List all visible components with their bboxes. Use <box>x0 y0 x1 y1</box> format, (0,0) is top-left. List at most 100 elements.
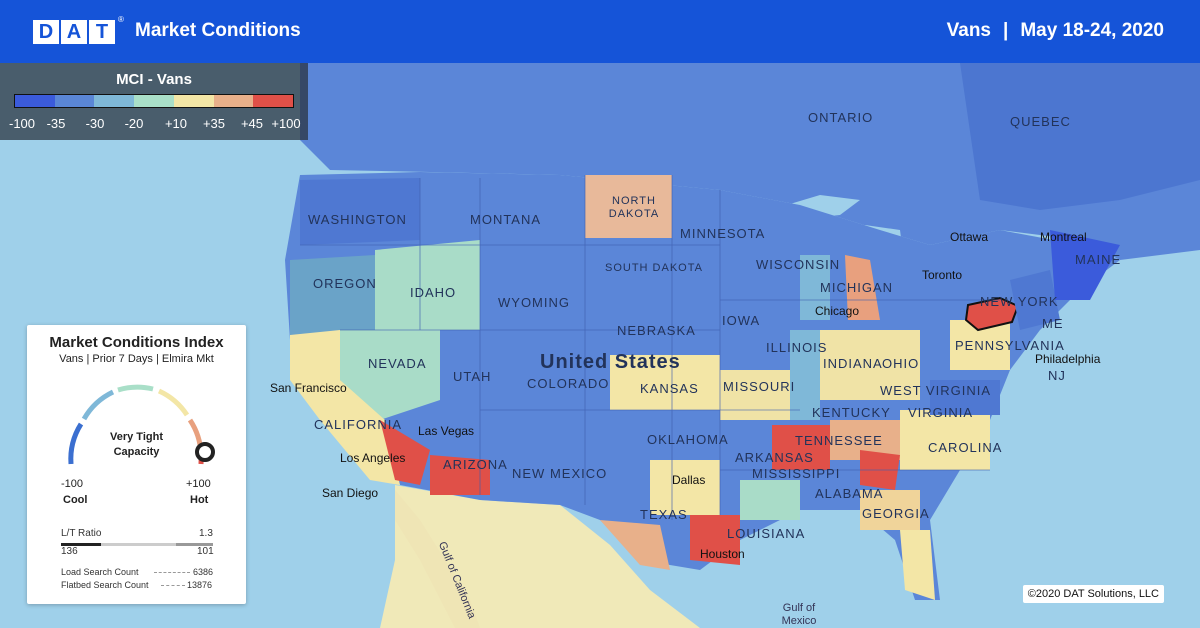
gauge-status-line1: Very Tight <box>110 431 163 443</box>
map-label-new-mexico: NEW MEXICO <box>512 466 608 481</box>
map-label-colorado: COLORADO <box>527 376 610 391</box>
gauge-min-label: Cool <box>63 494 88 506</box>
region-los-angeles <box>380 420 430 485</box>
legend-swatch-2 <box>54 95 95 107</box>
legend-ticks: -100 -35 -30 -20 +10 +35 +45 +100 <box>0 116 308 134</box>
load-search-value: 6386 <box>193 567 214 577</box>
gauge-arc-neutral <box>117 384 154 393</box>
map-label-south-dakota: SOUTH DAKOTA <box>605 262 703 274</box>
city-chicago: Chicago <box>815 304 860 318</box>
canada-east-land <box>960 63 1200 210</box>
region-michigan <box>845 255 880 320</box>
map-label-quebec: QUEBEC <box>1010 114 1071 129</box>
gauge-arc-cool <box>68 422 84 465</box>
map-label-utah: UTAH <box>453 369 492 384</box>
legend-tick-4: -20 <box>124 116 144 131</box>
map-label-louisiana: LOUISIANA <box>727 526 806 541</box>
map-label-nevada: NEVADA <box>368 356 427 371</box>
region-new-york-east <box>1010 270 1060 330</box>
load-search-label: Load Search Count <box>61 567 139 577</box>
map-label-oklahoma: OKLAHOMA <box>647 432 729 447</box>
region-kansas <box>610 355 720 410</box>
map-label-maine: MAINE <box>1075 252 1122 267</box>
map-label-nebraska: NEBRASKA <box>617 323 696 338</box>
map-label-indiana: INDIANA <box>823 356 883 371</box>
legend-tick-8: +100 <box>271 116 301 131</box>
map-label-me: ME <box>1042 316 1064 331</box>
map-label-texas: TEXAS <box>640 507 688 522</box>
ratio-trucks: 101 <box>197 546 214 557</box>
city-los-angeles: Los Angeles <box>340 451 406 465</box>
legend-swatch-3 <box>94 95 135 107</box>
ratio-loads: 136 <box>61 546 78 557</box>
region-texas-west <box>600 520 670 570</box>
state-borders <box>300 175 1000 520</box>
region-washington <box>300 178 420 245</box>
map-label-ohio: OHIO <box>882 356 920 371</box>
legend-tick-7: +45 <box>240 116 264 131</box>
map-label-illinois: ILLINOIS <box>766 340 828 355</box>
city-las-vegas: Las Vegas <box>418 424 475 438</box>
city-houston: Houston <box>700 547 745 561</box>
map-label-wyoming: WYOMING <box>498 295 570 310</box>
map-label-arkansas: ARKANSAS <box>735 450 814 465</box>
region-mississippi <box>740 480 800 520</box>
region-florida <box>900 530 935 600</box>
city-toronto: Toronto <box>922 268 963 282</box>
legend-color-bar <box>14 94 294 108</box>
region-kentucky <box>830 420 900 460</box>
region-dallas <box>650 460 720 515</box>
map-label-alabama: ALABAMA <box>815 486 884 501</box>
legend-tick-3: -30 <box>85 116 105 131</box>
city-montreal: Montreal <box>1040 230 1087 244</box>
map-label-pennsylvania: PENNSYLVANIA <box>955 338 1065 353</box>
map-label-west-virginia: WEST VIRGINIA <box>880 383 991 398</box>
date-range: May 18-24, 2020 <box>1020 20 1164 41</box>
legend-swatch-4 <box>134 95 174 107</box>
card-subtitle: Vans | Prior 7 Days | Elmira Mkt <box>59 353 214 365</box>
map-label-michigan: MICHIGAN <box>820 280 893 295</box>
legend-swatch-5 <box>173 95 214 107</box>
gauge-status-line2: Capacity <box>113 446 160 458</box>
map-label-minnesota: MINNESOTA <box>680 226 766 241</box>
region-elmira-selected <box>964 296 1020 332</box>
us-heat-map[interactable] <box>0 63 1200 628</box>
map-label-ontario: ONTARIO <box>808 110 874 125</box>
map-label-missouri: MISSOURI <box>723 379 796 394</box>
gauge-min-value: -100 <box>61 478 84 490</box>
map-label-montana: MONTANA <box>470 212 542 227</box>
logo-letter-t: T <box>89 20 115 44</box>
map-label-california: CALIFORNIA <box>314 417 403 432</box>
region-tennessee <box>772 425 830 470</box>
ratio-value: 1.3 <box>199 528 213 539</box>
ratio-label: L/T Ratio <box>61 528 102 539</box>
header-right: Vans | May 18-24, 2020 <box>947 20 1164 42</box>
map-label-new-york: NEW YORK <box>980 294 1059 309</box>
map-label-washington: WASHINGTON <box>308 212 407 227</box>
card-title: Market Conditions Index <box>49 334 224 351</box>
market-conditions-card: Market Conditions Index Vans | Prior 7 D… <box>27 325 246 604</box>
header-bar: D A T ® Market Conditions Vans | May 18-… <box>0 0 1200 63</box>
logo-letter-a: A <box>61 20 87 44</box>
region-new-england <box>1050 230 1120 300</box>
ratio-bar-trucks <box>176 543 213 546</box>
baja-land <box>395 490 480 628</box>
map-label-arizona: ARIZONA <box>443 457 508 472</box>
flatbed-search-label: Flatbed Search Count <box>61 580 149 590</box>
legend-swatch-7 <box>253 95 294 107</box>
gauge-status: Very Tight Capacity <box>27 430 246 460</box>
load-search-divider <box>154 572 190 573</box>
legend-swatch-6 <box>213 95 254 107</box>
legend-tick-2: -35 <box>46 116 66 131</box>
copyright-notice: ©2020 DAT Solutions, LLC <box>1022 585 1164 603</box>
legend-tick-5: +10 <box>164 116 188 131</box>
region-houston <box>690 515 740 565</box>
region-oregon <box>290 255 375 335</box>
city-san-francisco: San Francisco <box>270 381 347 395</box>
map-label-wisconsin: WISCONSIN <box>756 257 841 272</box>
map-label-idaho: IDAHO <box>410 285 457 300</box>
gauge-max-value: +100 <box>186 478 211 490</box>
region-california <box>290 330 400 485</box>
region-idaho <box>375 240 480 330</box>
region-pennsylvania <box>950 320 1010 370</box>
